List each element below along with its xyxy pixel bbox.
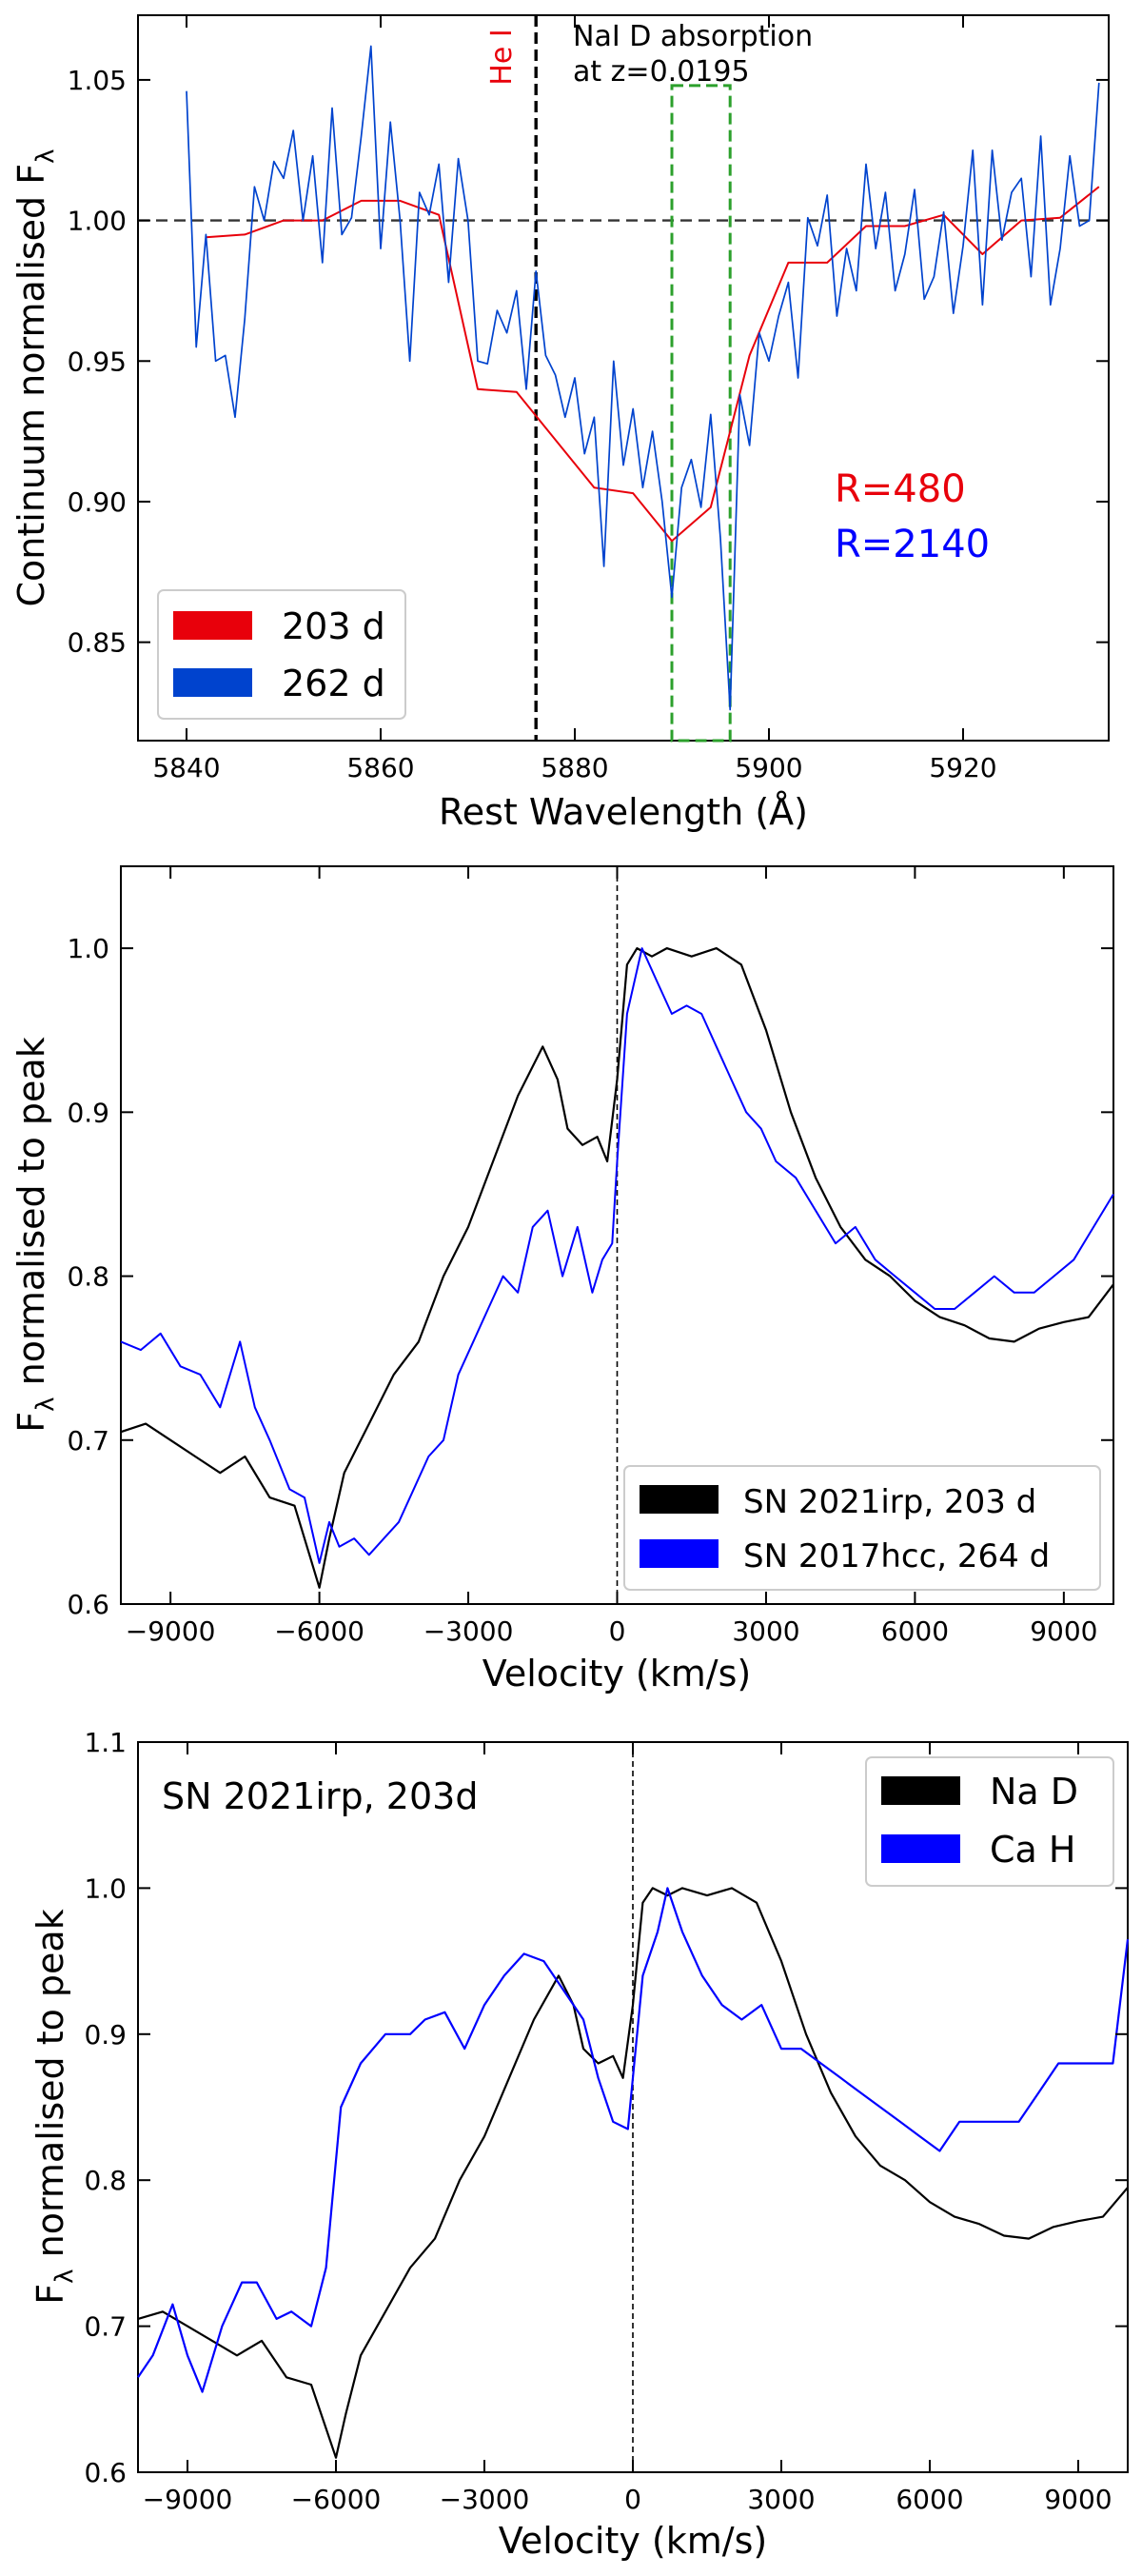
- x-tick-label: −3000: [440, 2484, 530, 2515]
- plot-frame: [137, 14, 1110, 742]
- series-layer: [120, 946, 1114, 1589]
- legend-label-nad: Na D: [990, 1771, 1078, 1813]
- x-tick-label: −3000: [423, 1615, 514, 1647]
- x-tick-label: 3000: [732, 1615, 799, 1647]
- legend-swatch-sn2021irp: [640, 1485, 719, 1514]
- x-tick-label: 5840: [152, 752, 220, 783]
- nad-annotation-line1: NaI D absorption: [573, 20, 813, 53]
- series-line-na-d: [137, 1887, 1129, 2459]
- nad-window-box: [670, 84, 732, 743]
- y-tick-label: 0.9: [67, 1097, 109, 1128]
- axis-ticks: −9000 −6000 −3000 0 3000 6000 9000 0.6 0.7 0.8 0.9…: [84, 1727, 1128, 2515]
- series-line-sn-2021irp-203-d: [120, 946, 1114, 1589]
- y-tick-label: 0.85: [68, 627, 127, 659]
- y-tick-label: 0.7: [67, 1425, 109, 1456]
- axis-ticks: 5840 5860 5880 5900 5920 0.85 0.90 0.95 1.00 1.05: [68, 15, 1109, 783]
- x-axis-label: Velocity (km/s): [499, 2520, 767, 2562]
- legend-label-sn2021irp: SN 2021irp, 203 d: [743, 1483, 1036, 1521]
- y-tick-label: 1.1: [84, 1727, 127, 1758]
- x-tick-label: −9000: [143, 2484, 233, 2515]
- y-tick-label: 1.0: [84, 1873, 127, 1904]
- legend-swatch-sn2017hcc: [640, 1539, 719, 1568]
- legend-label-203d: 203 d: [282, 605, 385, 647]
- x-tick-label: 9000: [1030, 1615, 1097, 1647]
- x-tick-label: 5860: [346, 752, 414, 783]
- y-tick-label: 0.6: [67, 1589, 109, 1620]
- series-line-262-d: [186, 45, 1100, 711]
- x-axis-label: Rest Wavelength (Å): [439, 791, 808, 833]
- y-axis-label: Fλ normalised to peak: [10, 1037, 60, 1432]
- panel-velocity-comparison: −9000 −6000 −3000 0 3000 6000 9000 0.6 0.7 0.8 0.9…: [10, 865, 1114, 1694]
- y-tick-label: 0.95: [68, 346, 127, 377]
- legend-swatch-nad: [881, 1776, 960, 1805]
- he-i-label: He I: [485, 29, 519, 85]
- legend: SN 2021irp, 203 d SN 2017hcc, 264 d: [623, 1465, 1101, 1591]
- x-tick-label: 6000: [896, 2484, 963, 2515]
- object-annotation: SN 2021irp, 203d: [162, 1775, 478, 1817]
- panel-nad-vs-cah: −9000 −6000 −3000 0 3000 6000 9000 0.6 0.7 0.8 0.9…: [30, 1727, 1130, 2562]
- legend: Na D Ca H: [865, 1756, 1114, 1887]
- y-axis-label: Fλ normalised to peak: [30, 1909, 79, 2304]
- y-tick-label: 1.00: [68, 206, 127, 237]
- x-tick-label: −9000: [126, 1615, 216, 1647]
- legend-label-262d: 262 d: [282, 663, 385, 704]
- y-tick-label: 0.8: [84, 2165, 127, 2196]
- nad-annotation-line2: at z=0.0195: [573, 55, 750, 89]
- reference-lines: [138, 15, 1109, 743]
- x-tick-label: 3000: [747, 2484, 815, 2515]
- legend-swatch-cah: [881, 1834, 960, 1863]
- resolution-red-label: R=480: [835, 467, 966, 511]
- x-tick-label: 0: [609, 1615, 626, 1647]
- legend-label-cah: Ca H: [990, 1829, 1075, 1871]
- series-line-sn-2017hcc-264-d: [120, 947, 1114, 1564]
- legend-swatch-203d: [173, 611, 252, 640]
- y-tick-label: 1.05: [68, 65, 127, 96]
- legend-label-sn2017hcc: SN 2017hcc, 264 d: [743, 1537, 1050, 1575]
- x-tick-label: 5880: [541, 752, 608, 783]
- x-tick-label: 6000: [881, 1615, 949, 1647]
- x-tick-label: −6000: [291, 2484, 382, 2515]
- x-tick-label: 5900: [735, 752, 802, 783]
- series-layer: [137, 1887, 1130, 2459]
- axis-ticks: −9000 −6000 −3000 0 3000 6000 9000 0.6 0.7 0.8 0.9…: [67, 866, 1113, 1647]
- y-axis-label: Continuum normalised Fλ: [10, 149, 60, 606]
- series-line-ca-h: [137, 1887, 1130, 2393]
- x-tick-label: 5920: [929, 752, 996, 783]
- legend-frame: [623, 1465, 1101, 1591]
- panel-nad-spectrum: 5840 5860 5880 5900 5920 0.85 0.90 0.95 1.00 1.05…: [10, 14, 1110, 833]
- y-tick-label: 1.0: [67, 933, 109, 964]
- x-tick-label: 0: [624, 2484, 641, 2515]
- resolution-blue-label: R=2140: [835, 523, 990, 566]
- y-tick-label: 0.6: [84, 2457, 127, 2488]
- x-axis-label: Velocity (km/s): [482, 1653, 751, 1694]
- x-tick-label: −6000: [274, 1615, 364, 1647]
- series-line-203-d: [206, 186, 1100, 543]
- legend: 203 d 262 d: [157, 589, 406, 720]
- y-tick-label: 0.8: [67, 1261, 109, 1293]
- y-tick-label: 0.90: [68, 486, 127, 518]
- legend-swatch-262d: [173, 668, 252, 697]
- x-tick-label: 9000: [1044, 2484, 1112, 2515]
- y-tick-label: 0.7: [84, 2311, 127, 2343]
- y-tick-label: 0.9: [84, 2019, 127, 2051]
- series-layer: [186, 45, 1100, 711]
